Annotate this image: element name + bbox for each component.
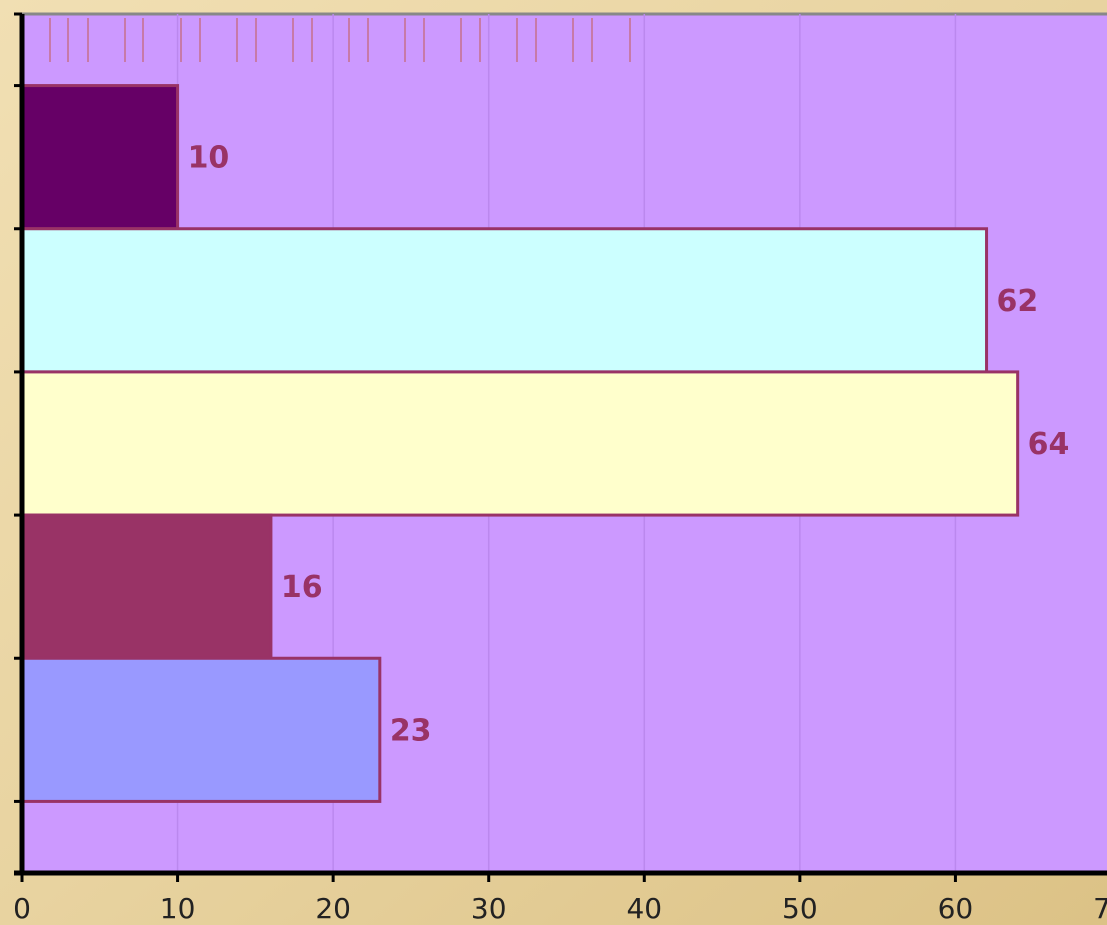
data-label: 23	[390, 713, 432, 748]
x-tick-label: 0	[13, 892, 31, 925]
bar	[20, 370, 1020, 517]
bar	[20, 513, 273, 660]
x-tick-label: 60	[938, 892, 974, 925]
x-tick-label: 40	[626, 892, 662, 925]
x-tick-label: 30	[471, 892, 507, 925]
decor-ticks	[49, 18, 631, 62]
data-label: 16	[281, 570, 323, 605]
x-tick-label: 50	[782, 892, 818, 925]
data-label: 64	[1028, 427, 1070, 462]
x-tick-label: 20	[315, 892, 351, 925]
data-label: 10	[188, 141, 230, 176]
data-label: 62	[997, 284, 1039, 319]
bar	[20, 84, 180, 231]
x-tick-label: 70	[1093, 892, 1107, 925]
bar	[20, 656, 382, 803]
bar	[20, 227, 989, 374]
x-tick-label: 10	[160, 892, 196, 925]
